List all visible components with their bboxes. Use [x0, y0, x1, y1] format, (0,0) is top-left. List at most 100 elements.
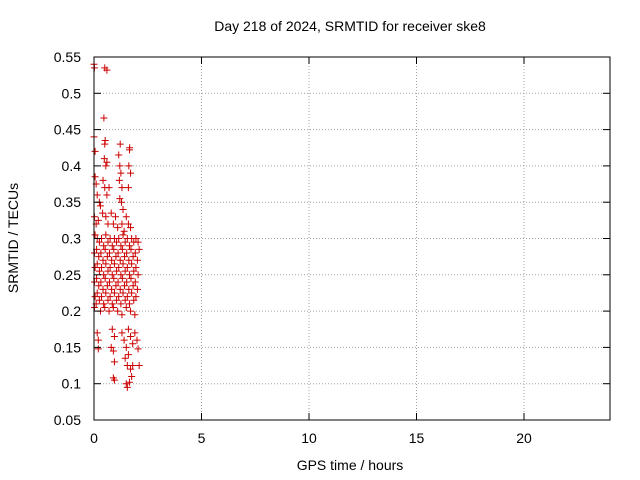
data-point [133, 285, 141, 293]
data-point [102, 231, 110, 239]
data-point [108, 271, 116, 279]
data-point [127, 333, 135, 341]
data-point [135, 362, 143, 370]
data-point [128, 372, 136, 380]
data-point [116, 195, 124, 203]
data-point [123, 383, 131, 391]
data-point [118, 184, 126, 192]
data-point [119, 205, 127, 213]
data-point [129, 282, 137, 290]
data-point [132, 264, 140, 272]
data-point [108, 300, 116, 308]
data-point [118, 311, 126, 319]
data-point [127, 169, 135, 177]
data-point [104, 238, 112, 246]
data-point [124, 325, 132, 333]
data-point [124, 220, 132, 228]
y-axis-label: SRMTID / TECUs [5, 183, 21, 293]
data-point [95, 267, 103, 275]
data-point [115, 151, 123, 159]
data-point [101, 245, 109, 253]
data-point [121, 354, 129, 362]
data-point [94, 345, 102, 353]
data-point [110, 289, 118, 297]
x-tick-label: 0 [90, 430, 98, 446]
data-point [110, 333, 118, 341]
data-point [129, 253, 137, 261]
data-point [131, 311, 139, 319]
data-point [103, 282, 111, 290]
data-point [113, 267, 121, 275]
data-point [91, 231, 99, 239]
data-point [112, 253, 120, 261]
data-point [115, 293, 123, 301]
data-point [121, 267, 129, 275]
data-point [123, 293, 131, 301]
x-tick-label: 10 [301, 430, 317, 446]
data-point [93, 191, 101, 199]
data-point [131, 329, 139, 337]
data-point [134, 238, 142, 246]
x-tick-label: 15 [409, 430, 425, 446]
data-point [115, 235, 123, 242]
data-point [94, 336, 102, 344]
data-point [110, 376, 118, 384]
data-point [101, 274, 109, 282]
data-point [122, 343, 130, 351]
data-point [109, 220, 117, 228]
data-point [95, 296, 103, 304]
data-point [127, 307, 135, 315]
data-point [115, 176, 123, 184]
data-point [108, 285, 116, 293]
data-point [134, 271, 142, 279]
data-point [124, 351, 132, 359]
data-point [117, 300, 125, 308]
y-tick-label: 0.5 [62, 85, 82, 101]
data-point [125, 285, 133, 293]
data-point [123, 278, 131, 286]
data-point [100, 114, 108, 122]
data-point [130, 267, 138, 275]
data-point [103, 66, 111, 74]
data-point [98, 264, 106, 272]
data-point [114, 249, 122, 257]
data-point [91, 293, 99, 301]
data-point [100, 271, 108, 279]
data-point [97, 278, 105, 286]
data-point [104, 296, 112, 304]
data-point [112, 282, 120, 290]
y-tick-label: 0.45 [54, 122, 81, 138]
data-point [127, 245, 135, 253]
data-point [110, 260, 118, 268]
data-point [91, 173, 99, 181]
data-point [121, 282, 129, 290]
x-tick-label: 20 [516, 430, 532, 446]
data-point [127, 274, 135, 282]
data-point [118, 274, 126, 282]
data-point [116, 285, 124, 293]
data-point [91, 264, 99, 272]
data-point [119, 231, 127, 239]
data-point [123, 249, 131, 257]
chart-title: Day 218 of 2024, SRMTID for receiver ske… [214, 18, 486, 34]
data-point [108, 256, 116, 264]
data-point [113, 296, 121, 304]
axis-ticks: 0.05 0.1 0.15 0.2 0.25 0.3 0.35 0.4 0.45 0.5 0.55 0… [54, 49, 610, 446]
data-point [107, 343, 115, 351]
x-axis-label: GPS time / hours [297, 457, 404, 473]
data-point [106, 293, 114, 301]
y-tick-label: 0.35 [54, 194, 81, 210]
data-point [112, 213, 119, 221]
data-point [127, 224, 135, 232]
data-point [120, 336, 128, 344]
data-point [98, 293, 106, 301]
data-point [114, 307, 122, 315]
data-point [117, 271, 125, 279]
data-point [107, 209, 115, 217]
data-point [97, 249, 105, 257]
data-point [126, 144, 134, 152]
data-point [118, 220, 126, 228]
data-point [124, 184, 132, 192]
data-point [101, 136, 109, 144]
data-point [117, 242, 125, 250]
